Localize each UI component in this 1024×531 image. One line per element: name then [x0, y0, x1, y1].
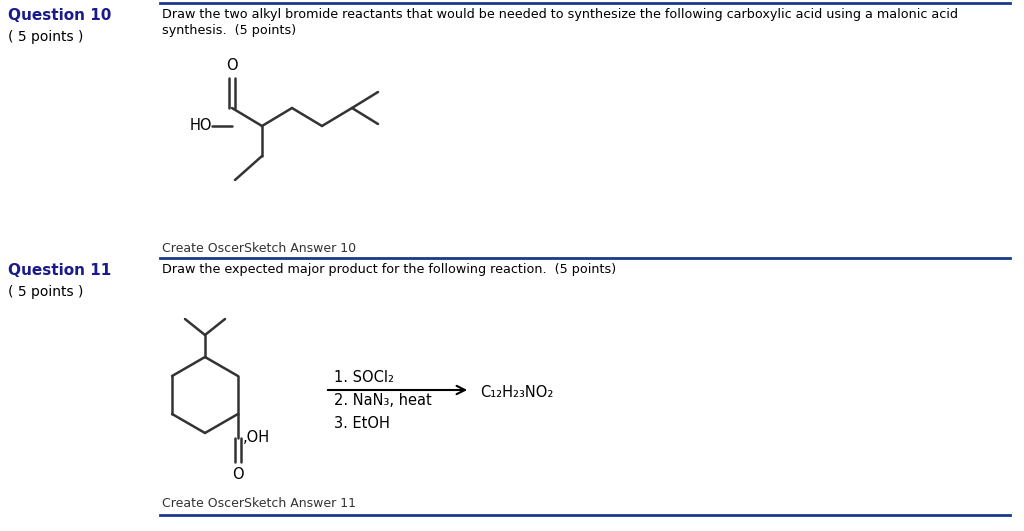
Text: HO: HO [190, 118, 213, 133]
Text: Create OscerSketch Answer 11: Create OscerSketch Answer 11 [162, 497, 356, 510]
Text: Question 10: Question 10 [8, 8, 112, 23]
Text: Draw the two alkyl bromide reactants that would be needed to synthesize the foll: Draw the two alkyl bromide reactants tha… [162, 8, 958, 21]
Text: Create OscerSketch Answer 10: Create OscerSketch Answer 10 [162, 242, 356, 255]
Text: C₁₂H₂₃NO₂: C₁₂H₂₃NO₂ [480, 385, 553, 400]
Text: ( 5 points ): ( 5 points ) [8, 30, 83, 44]
Text: Draw the expected major product for the following reaction.  (5 points): Draw the expected major product for the … [162, 263, 616, 276]
Text: O: O [226, 58, 238, 73]
Text: Question 11: Question 11 [8, 263, 112, 278]
Text: O: O [232, 467, 244, 482]
Text: 2. NaN₃, heat: 2. NaN₃, heat [334, 393, 432, 408]
Text: ,OH: ,OH [243, 431, 270, 446]
Text: synthesis.  (5 points): synthesis. (5 points) [162, 24, 296, 37]
Text: 3. EtOH: 3. EtOH [334, 416, 390, 431]
Text: 1. SOCl₂: 1. SOCl₂ [334, 370, 394, 385]
Text: ( 5 points ): ( 5 points ) [8, 285, 83, 299]
